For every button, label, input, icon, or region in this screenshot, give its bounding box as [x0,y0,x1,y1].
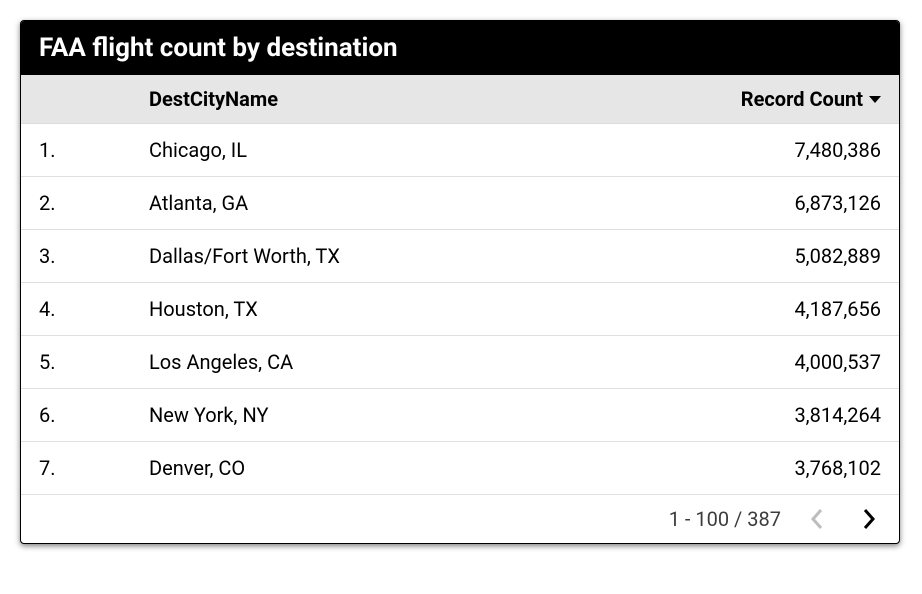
row-count: 7,480,386 [661,138,881,162]
row-count: 5,082,889 [661,244,881,268]
row-count: 3,768,102 [661,456,881,480]
table-row[interactable]: 4. Houston, TX 4,187,656 [21,283,899,336]
row-index: 4. [39,297,149,321]
row-city: Los Angeles, CA [149,350,661,374]
header-city-label: DestCityName [149,87,278,111]
header-city-col[interactable]: DestCityName [149,87,661,111]
table-body: 1. Chicago, IL 7,480,386 2. Atlanta, GA … [21,124,899,495]
pager-prev-button[interactable] [805,507,829,531]
row-index: 5. [39,350,149,374]
card-title: FAA flight count by destination [39,33,398,63]
row-index: 6. [39,403,149,427]
row-count: 4,000,537 [661,350,881,374]
header-count-col[interactable]: Record Count [661,87,881,111]
sort-desc-icon [869,96,881,103]
table-row[interactable]: 3. Dallas/Fort Worth, TX 5,082,889 [21,230,899,283]
header-count-label: Record Count [741,87,863,111]
row-count: 6,873,126 [661,191,881,215]
row-city: Atlanta, GA [149,191,661,215]
pager-range-text: 1 - 100 / 387 [669,507,781,531]
row-index: 7. [39,456,149,480]
table-row[interactable]: 2. Atlanta, GA 6,873,126 [21,177,899,230]
row-index: 3. [39,244,149,268]
row-count: 4,187,656 [661,297,881,321]
row-index: 1. [39,138,149,162]
table-header-row: DestCityName Record Count [21,75,899,124]
card-title-bar: FAA flight count by destination [21,21,899,75]
table-row[interactable]: 5. Los Angeles, CA 4,000,537 [21,336,899,389]
row-city: New York, NY [149,403,661,427]
row-city: Dallas/Fort Worth, TX [149,244,661,268]
table-row[interactable]: 6. New York, NY 3,814,264 [21,389,899,442]
chevron-right-icon [862,508,876,530]
table-row[interactable]: 7. Denver, CO 3,768,102 [21,442,899,495]
row-city: Houston, TX [149,297,661,321]
table-row[interactable]: 1. Chicago, IL 7,480,386 [21,124,899,177]
pagination-bar: 1 - 100 / 387 [21,495,899,543]
pager-next-button[interactable] [857,507,881,531]
chevron-left-icon [810,508,824,530]
row-index: 2. [39,191,149,215]
row-count: 3,814,264 [661,403,881,427]
row-city: Chicago, IL [149,138,661,162]
row-city: Denver, CO [149,456,661,480]
pager-arrows [805,507,881,531]
report-card: FAA flight count by destination DestCity… [20,20,900,544]
